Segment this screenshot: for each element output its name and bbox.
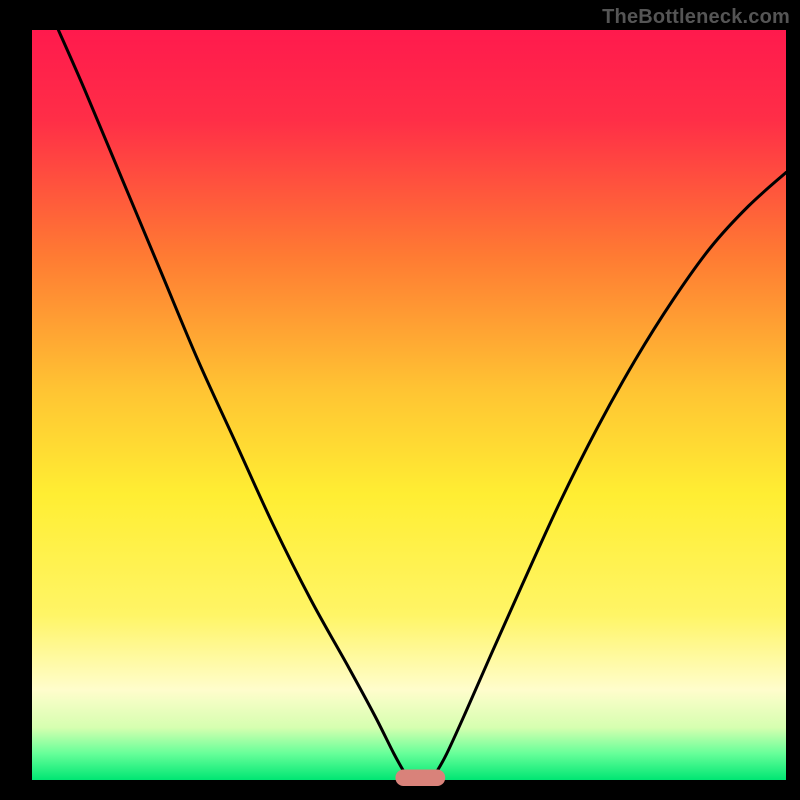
optimal-marker — [395, 770, 445, 787]
chart-svg — [0, 0, 800, 800]
plot-gradient — [32, 30, 786, 780]
watermark-text: TheBottleneck.com — [602, 6, 790, 29]
bottleneck-chart: TheBottleneck.com — [0, 0, 800, 800]
